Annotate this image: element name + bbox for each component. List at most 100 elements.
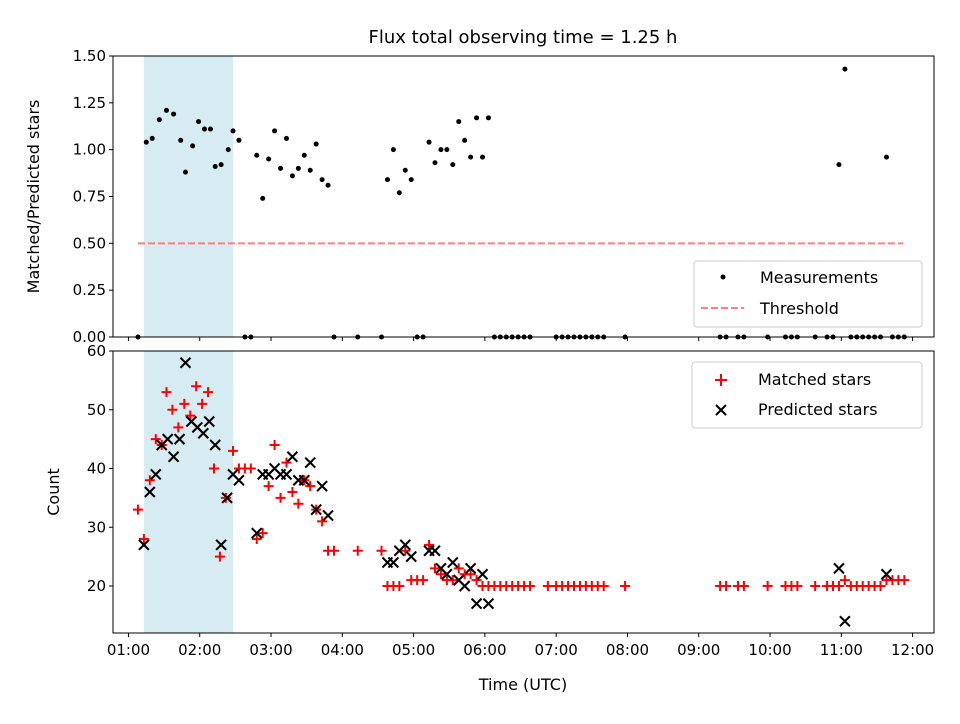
measurement-point [883, 154, 889, 160]
top-y-tick-label: 0.75 [73, 188, 106, 206]
measurement-point [474, 115, 480, 121]
top-y-tick-label: 1.25 [73, 94, 106, 112]
measurement-point [266, 156, 272, 162]
predicted-star-point [203, 415, 215, 428]
measurement-point [178, 137, 184, 143]
x-axis-label: Time (UTC) [478, 675, 567, 694]
x-tick-label: 08:00 [606, 641, 649, 659]
matched-star-point [471, 575, 482, 586]
measurement-point [190, 143, 196, 149]
matched-star-point [132, 504, 143, 515]
measurement-point [289, 173, 295, 179]
predicted-star-point [839, 615, 851, 627]
measurement-point [182, 169, 188, 175]
top-x-ticks [127, 337, 914, 341]
matched-star-point [620, 581, 631, 591]
predicted-star-point [298, 474, 310, 486]
matched-star-point [525, 581, 536, 591]
matched-star-point [167, 404, 178, 415]
top-y-axis-label: Matched/Predicted stars [24, 100, 43, 294]
matched-star-point [138, 534, 149, 544]
x-tick-label: 06:00 [463, 641, 506, 659]
predicted-star-point [179, 357, 192, 369]
predicted-star-point [399, 539, 411, 551]
x-tick-label: 04:00 [321, 641, 364, 659]
matched-star-point [228, 445, 239, 456]
predicted-star-point [251, 527, 263, 539]
predicted-star-point [476, 568, 489, 580]
measurement-point [438, 147, 444, 153]
predicted-star-point [197, 427, 210, 439]
measurement-point [301, 152, 307, 158]
measurement-point [196, 119, 202, 125]
legend-measurements-marker [720, 274, 726, 280]
matched-star-point [762, 581, 773, 591]
measurement-point [236, 137, 242, 143]
measurement-point [485, 115, 491, 121]
matched-star-point [317, 516, 328, 527]
bottom-y-tick-label: 30 [87, 518, 106, 536]
predicted-stars-points [138, 357, 893, 627]
x-tick-label: 05:00 [392, 641, 435, 659]
top-y-ticks: 0.00 0.25 0.50 0.75 1.00 1.25 1.50 [73, 47, 113, 346]
predicted-star-point [138, 539, 150, 551]
bottom-x-ticks: 01:00 02:00 03:00 04:00 05:00 06:00 07:00 08:00… [107, 633, 934, 659]
predicted-star-point [441, 568, 453, 580]
predicted-star-point [458, 580, 471, 592]
predicted-star-point [482, 597, 495, 610]
bottom-legend: Matched stars Predicted stars [691, 361, 923, 429]
measurement-point [307, 167, 313, 173]
legend-threshold-label: Threshold [759, 299, 839, 318]
matched-star-point [150, 434, 161, 445]
top-y-tick-label: 0.25 [73, 281, 106, 299]
measurement-point [836, 162, 842, 168]
measurement-point [468, 154, 474, 160]
matched-star-point [833, 581, 844, 591]
top-y-tick-label: 0.50 [73, 234, 106, 252]
predicted-star-point [215, 539, 227, 551]
matched-star-point [251, 534, 262, 544]
predicted-star-point [280, 468, 293, 481]
top-y-tick-label: 0.00 [73, 328, 106, 346]
matched-star-point [721, 581, 732, 591]
matched-star-point [197, 398, 208, 409]
measurement-point [444, 147, 450, 153]
predicted-star-point [316, 480, 328, 492]
bottom-observing-span [143, 351, 234, 633]
matched-star-point [287, 487, 298, 497]
predicted-star-point [304, 456, 316, 469]
bottom-legend-box [691, 361, 923, 429]
matched-star-point [418, 575, 429, 586]
top-y-tick-label: 1.50 [73, 47, 106, 65]
bottom-y-tick-label: 60 [87, 342, 106, 360]
matched-star-point [465, 569, 476, 580]
predicted-star-point [470, 597, 483, 610]
measurement-point [143, 139, 149, 145]
measurement-point [212, 164, 218, 170]
matched-star-point [245, 463, 256, 474]
measurement-point [319, 177, 325, 183]
measurement-point [432, 160, 438, 166]
measurement-point [272, 128, 278, 134]
bottom-y-tick-label: 20 [87, 577, 106, 595]
measurement-point [456, 119, 462, 125]
matched-star-point [293, 498, 304, 509]
matched-star-point [305, 481, 316, 492]
measurement-point [163, 107, 169, 113]
matched-star-point [810, 581, 821, 591]
matched-star-point [203, 387, 214, 398]
measurement-point [207, 126, 213, 132]
matched-star-point [281, 457, 292, 468]
measurement-point [402, 167, 408, 173]
x-tick-label: 02:00 [178, 641, 221, 659]
matched-star-point [352, 545, 363, 556]
matched-star-point [275, 492, 286, 503]
matched-star-point [191, 381, 202, 392]
measurement-point [842, 66, 848, 72]
measurement-point [295, 165, 301, 171]
predicted-star-point [833, 562, 845, 575]
bottom-y-tick-label: 50 [87, 401, 106, 419]
top-legend-box [693, 260, 923, 328]
matched-star-point [328, 545, 339, 556]
